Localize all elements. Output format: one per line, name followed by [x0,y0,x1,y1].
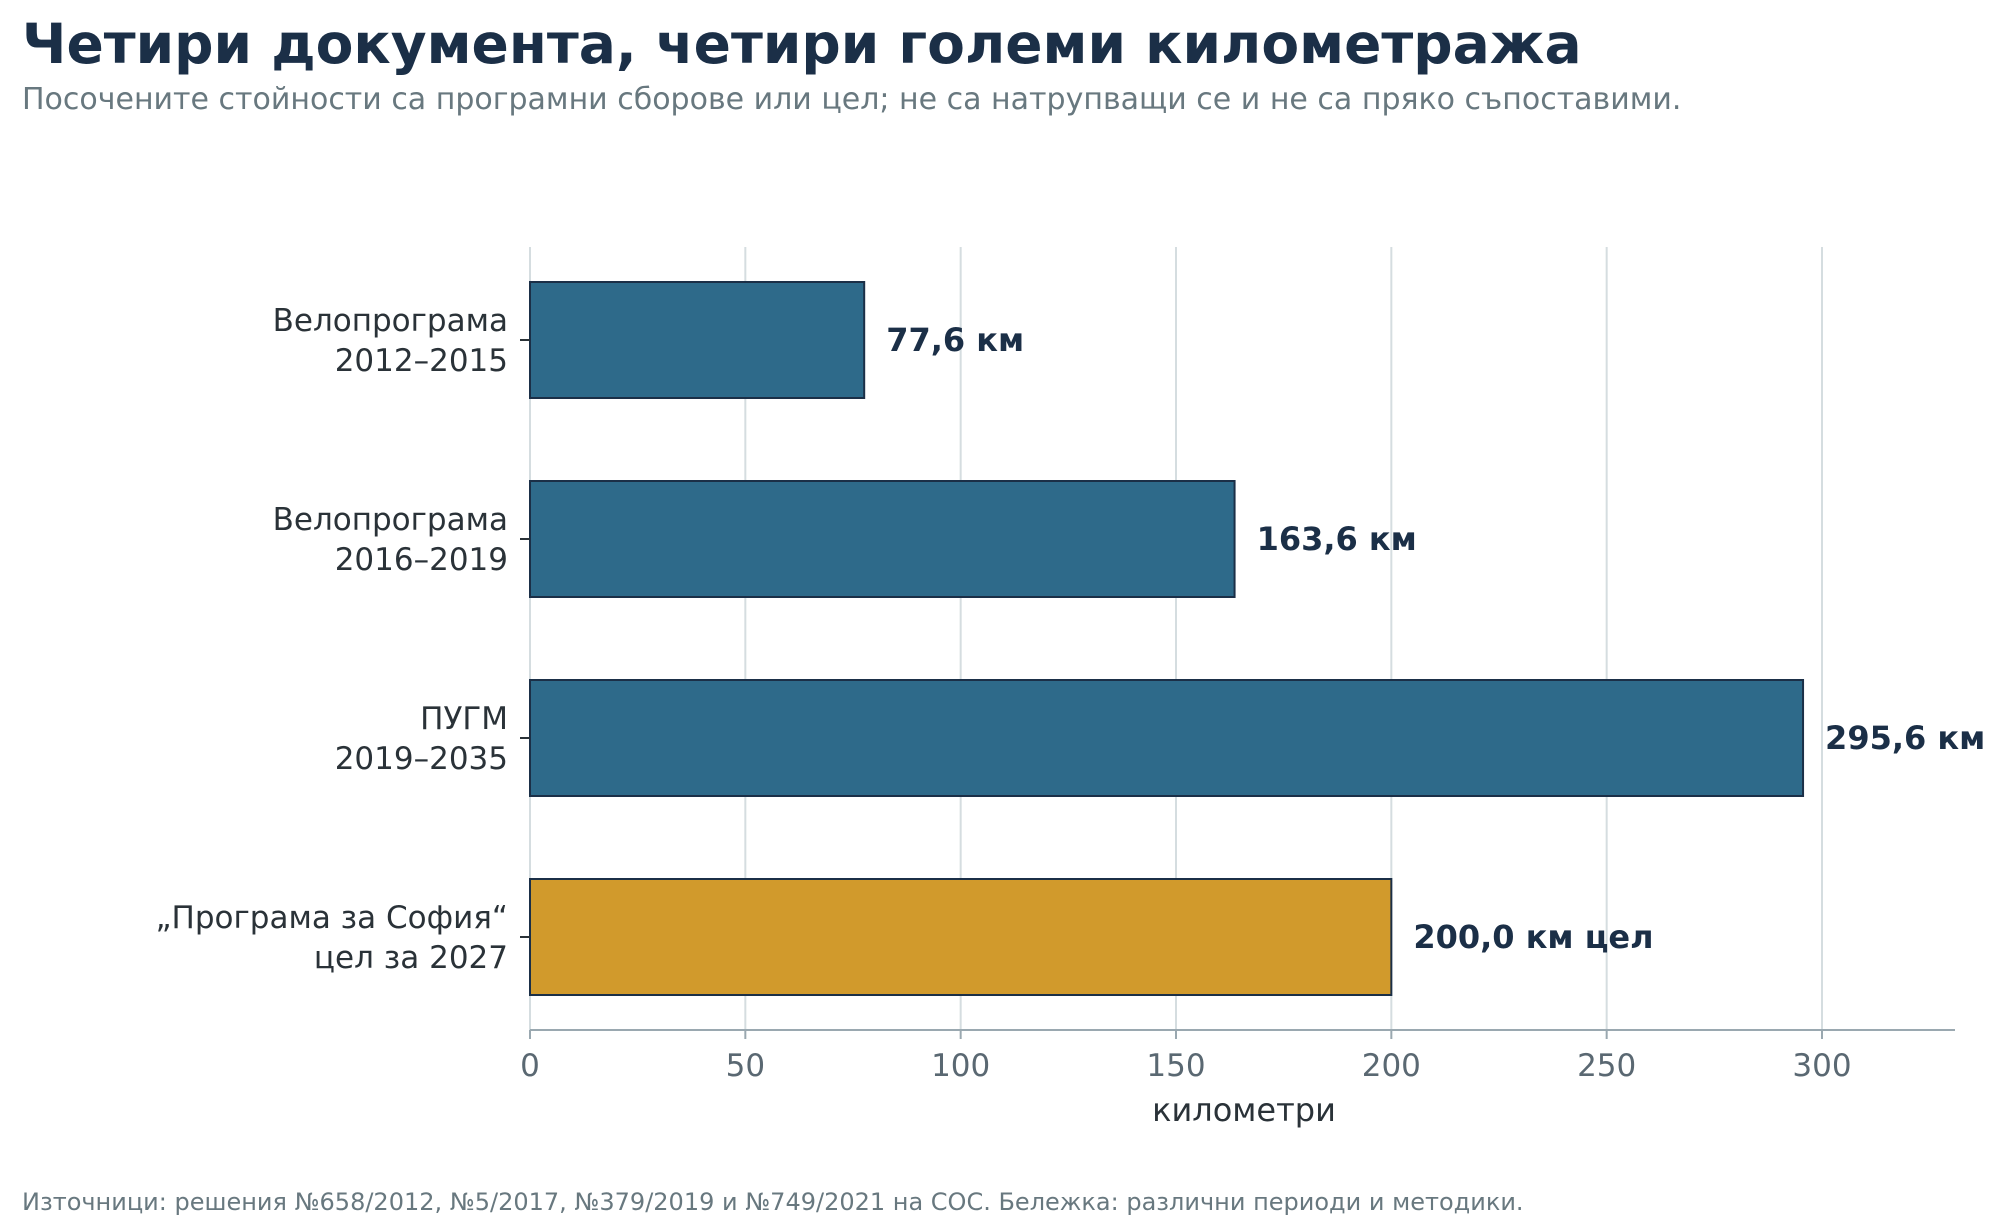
category-label-0: Велопрограма 2012–2015 [273,303,508,379]
category-label-2: ПУГМ 2019–2035 [335,701,508,777]
chart-title: Четири документа, четири големи километр… [22,12,1582,76]
x-tick-label-250: 250 [1577,1048,1636,1084]
x-axis-label: километри [1152,1091,1336,1129]
x-tick-label-0: 0 [520,1048,540,1084]
bar-value-label-0: 77,6 км [886,321,1024,359]
category-label-3: „Програма за София“ цел за 2027 [155,900,508,976]
chart-subtitle: Посочените стойности са програмни сборов… [22,82,1682,117]
x-axis: 0 50 100 150 200 250 300 [520,1029,1955,1084]
bar-2 [529,679,1805,797]
source-footnote: Източници: решения №658/2012, №5/2017, №… [22,1188,1524,1216]
category-labels: Велопрограма 2012–2015 Велопрограма 2016–20… [155,303,530,976]
category-label-line: Велопрограма [273,502,508,538]
bar-0 [529,281,866,399]
x-tick-label-50: 50 [726,1048,765,1084]
category-label-line: 2016–2019 [335,542,508,578]
category-label-line: ПУГМ [420,701,508,737]
category-label-line: „Програма за София“ [155,900,508,936]
bar-3 [529,878,1393,996]
category-label-line: 2012–2015 [335,343,508,379]
bar-1 [529,480,1236,598]
bar-value-label-3: 200,0 км цел [1413,918,1653,956]
bar-value-label-1: 163,6 км [1257,520,1417,558]
category-label-line: Велопрограма [273,303,508,339]
category-label-line: 2019–2035 [335,741,508,777]
bars: 77,6 км 163,6 км 295,6 км 200,0 км цел [529,281,1985,996]
x-tick-label-100: 100 [931,1048,990,1084]
category-label-line: цел за 2027 [314,940,508,976]
x-tick-label-150: 150 [1146,1048,1205,1084]
x-tick-label-200: 200 [1362,1048,1421,1084]
bar-value-label-2: 295,6 км [1825,719,1985,757]
x-tick-label-300: 300 [1792,1048,1851,1084]
category-label-1: Велопрограма 2016–2019 [273,502,508,578]
